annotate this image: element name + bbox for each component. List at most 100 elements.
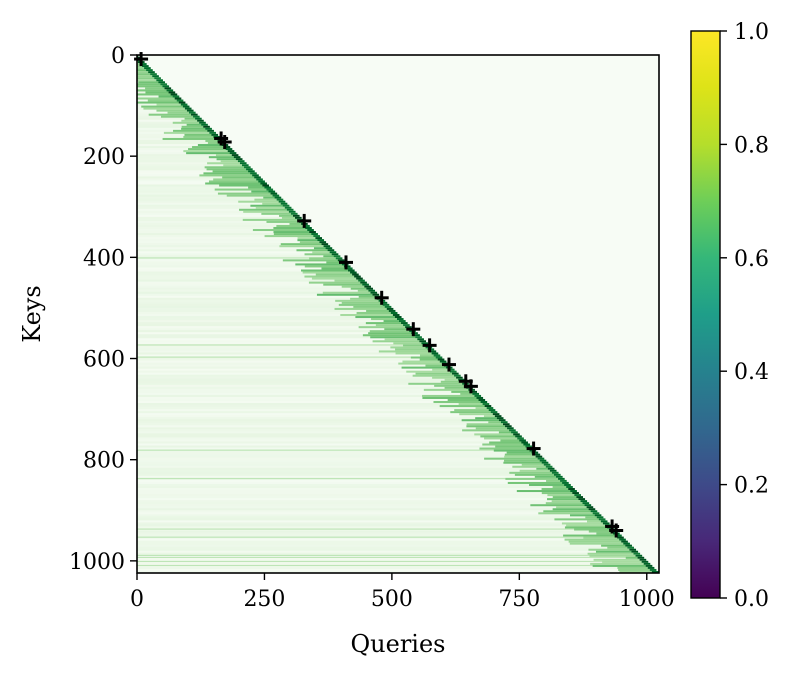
heatmap-row <box>137 210 295 214</box>
heatmap-band <box>281 216 301 220</box>
heatmap-band <box>384 328 413 331</box>
heatmap-diagonal <box>303 224 310 228</box>
heatmap-band <box>552 508 594 511</box>
heatmap-row <box>137 439 525 442</box>
heatmap-row <box>137 461 547 465</box>
heatmap-row <box>137 291 376 295</box>
heatmap-band <box>141 105 188 109</box>
heatmap-band <box>279 214 299 218</box>
heatmap-row <box>137 170 254 173</box>
heatmap-row <box>137 496 582 499</box>
heatmap-row <box>137 370 456 374</box>
heatmap-band <box>564 538 625 542</box>
heatmap-row <box>137 224 309 228</box>
heatmap-diagonal <box>366 287 373 291</box>
heatmap-diagonal <box>547 467 555 471</box>
heatmap-band <box>362 334 419 337</box>
heatmap-band <box>350 287 372 291</box>
heatmap-band <box>592 564 651 568</box>
heatmap-row <box>137 220 305 224</box>
colorbar-tick-label: 0.6 <box>734 247 769 272</box>
heatmap-row <box>137 425 511 428</box>
heatmap-row <box>137 192 276 196</box>
heatmap-diagonal <box>596 516 604 519</box>
heatmap-diagonal <box>643 562 651 566</box>
heatmap-band <box>205 139 223 143</box>
heatmap-row <box>137 328 413 331</box>
heatmap-row <box>137 419 505 422</box>
colorbar <box>690 30 721 599</box>
heatmap-band <box>183 135 219 139</box>
heatmap-row <box>137 316 401 319</box>
heatmap-row <box>137 301 386 305</box>
heatmap-row <box>137 457 543 461</box>
heatmap-band <box>583 536 623 540</box>
heatmap-band <box>158 95 178 98</box>
heatmap-band <box>372 340 425 343</box>
heatmap-diagonal <box>184 107 192 111</box>
heatmap-row <box>137 261 345 264</box>
heatmap-band <box>160 115 199 119</box>
heatmap-band <box>504 459 545 463</box>
heatmap-row <box>137 271 356 274</box>
heatmap-row <box>137 378 464 382</box>
heatmap-diagonal <box>439 360 447 363</box>
heatmap-band <box>475 417 502 420</box>
heatmap-band <box>248 186 270 189</box>
heatmap-row <box>137 206 290 210</box>
heatmap-row <box>137 409 494 412</box>
heatmap-diagonal <box>498 419 506 422</box>
heatmap-diagonal <box>586 506 594 509</box>
heatmap-row-highlight <box>137 536 623 538</box>
heatmap-band <box>181 127 211 131</box>
heatmap-row <box>137 362 447 365</box>
heatmap-band <box>181 125 209 129</box>
heatmap-diagonal <box>401 322 408 325</box>
heatmap-band <box>401 366 452 370</box>
heatmap-diagonal <box>229 152 237 155</box>
heatmap-band <box>137 75 158 78</box>
heatmap-band <box>484 437 523 440</box>
heatmap-diagonal <box>490 411 498 414</box>
heatmap-band <box>498 431 517 434</box>
heatmap-band <box>461 419 505 422</box>
heatmap-band <box>462 429 515 432</box>
heatmap-diagonal <box>574 494 581 497</box>
heatmap-row <box>137 348 433 351</box>
heatmap-diagonal <box>168 91 176 94</box>
heatmap-band <box>398 362 447 365</box>
heatmap-diagonal <box>556 475 563 479</box>
heatmap-diagonal <box>598 518 606 521</box>
heatmap-band <box>552 485 572 489</box>
heatmap-row <box>137 231 315 234</box>
heatmap-row <box>137 546 633 550</box>
heatmap-row <box>137 382 468 386</box>
heatmap-band <box>212 170 254 173</box>
heatmap-band <box>208 156 239 159</box>
heatmap-diagonal <box>354 275 361 278</box>
heatmap-diagonal <box>470 390 477 394</box>
heatmap-diagonal <box>641 560 649 564</box>
heatmap-band <box>551 500 586 503</box>
heatmap-row <box>137 364 449 368</box>
heatmap-diagonal <box>394 316 402 319</box>
heatmap-band <box>500 439 525 442</box>
heatmap-band <box>419 354 439 357</box>
heatmap-diagonal <box>162 85 170 88</box>
heatmap-band <box>447 398 484 402</box>
heatmap-row <box>137 433 519 436</box>
heatmap-band <box>619 570 657 573</box>
heatmap-diagonal <box>584 504 592 507</box>
heatmap-band <box>432 376 462 380</box>
heatmap-row <box>137 552 639 556</box>
heatmap-row <box>137 283 368 287</box>
heatmap-diagonal <box>158 81 166 84</box>
heatmap-diagonal <box>621 540 628 544</box>
heatmap-band <box>308 281 366 285</box>
heatmap-row <box>137 554 641 558</box>
heatmap-diagonal <box>140 63 147 66</box>
heatmap-diagonal <box>358 279 365 283</box>
heatmap-row <box>137 388 474 392</box>
heatmap-band <box>184 133 217 137</box>
heatmap-row <box>137 455 541 459</box>
